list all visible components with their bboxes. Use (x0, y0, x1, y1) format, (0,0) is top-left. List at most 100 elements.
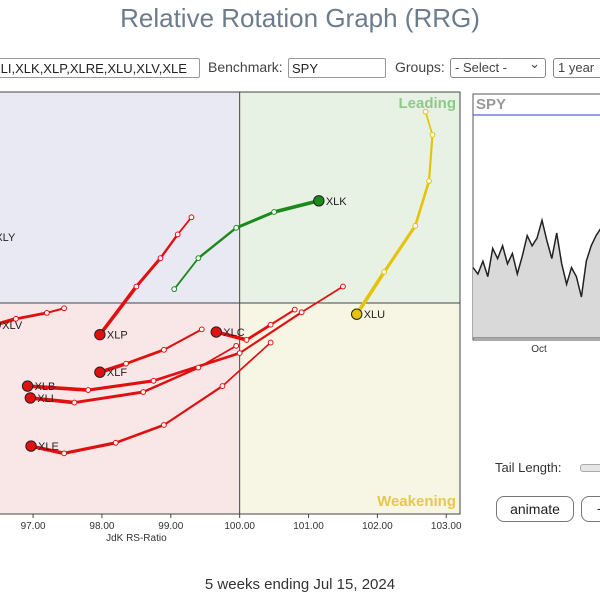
animate-button[interactable]: animate (496, 496, 574, 522)
period-select[interactable]: 1 year (553, 58, 600, 78)
tail-segment-xli (197, 344, 238, 369)
tail-point-xlp (174, 231, 181, 238)
tail-point-xle (267, 339, 274, 346)
x-tick-label: 98.00 (89, 521, 114, 532)
tail-segment-xlk (272, 198, 321, 214)
series-label-xli: XLI (37, 393, 54, 405)
tail-point-xli (195, 364, 202, 371)
series-label-xle: XLE (38, 441, 59, 453)
tail-segment-xlu (427, 133, 434, 183)
groups-select-value: - Select - (455, 60, 508, 75)
quadrant-leading (239, 92, 460, 303)
series-label-xlv: XLV (2, 320, 23, 332)
tail-point-xle (112, 439, 119, 446)
x-tick-label: 99.00 (158, 521, 183, 532)
tail-segment-xlb (238, 311, 303, 355)
tail-point-xli (140, 389, 147, 395)
series-label-xlb: XLB (35, 381, 56, 393)
tail-segment-xlv (0, 317, 18, 326)
head-point-xlb (21, 380, 34, 392)
leading-label: Leading (398, 95, 456, 112)
tail-segment-xlp (98, 284, 139, 337)
tail-point-xlb (236, 350, 243, 357)
quadrant-weakening (239, 303, 460, 514)
tail-segment-xlu (424, 110, 434, 136)
secondary-button[interactable]: + (581, 496, 600, 522)
tail-point-xlk (271, 209, 277, 215)
tail-point-xlb (340, 283, 346, 290)
controls-bar: Benchmark: Groups: - Select - ⌄ 1 year (0, 55, 600, 81)
x-tick-label: 103.00 (431, 521, 462, 532)
tail-segment-xlu (354, 270, 387, 317)
page-title: Relative Rotation Graph (RRG) (120, 3, 480, 33)
x-tick-label: 102.00 (362, 521, 393, 532)
series-label-xlk: XLK (326, 196, 347, 208)
tail-segment-xlk (197, 226, 238, 260)
tail-segment-xlb (300, 285, 344, 314)
tail-point-xlk (195, 255, 202, 262)
tail-segment-xli (28, 396, 77, 405)
benchmark-input[interactable] (288, 58, 386, 78)
tail-point-xli (71, 399, 78, 406)
tail-point-xlb (150, 377, 157, 384)
tail-segment-xle (221, 341, 272, 387)
tail-segment-xlf (162, 328, 203, 351)
quadrant-lagging (0, 303, 240, 514)
plot-frame (0, 91, 461, 515)
tail-segment-xle (62, 441, 118, 455)
tail-segment-xlc (269, 308, 296, 326)
chevron-down-icon: ⌄ (529, 58, 540, 71)
head-point-xlu (351, 308, 363, 320)
series-label-xly: XLY (0, 232, 16, 244)
spy-panel-label: SPY (476, 96, 506, 113)
tail-length-slider[interactable] (580, 464, 600, 472)
tail-point-xle (161, 422, 167, 428)
tail-segment-xle (114, 423, 166, 445)
tail-point-xlu (429, 131, 436, 138)
x-axis-label: JdK RS-Ratio (106, 533, 167, 544)
spy-price-line (472, 217, 600, 298)
tail-point-xlv (43, 309, 50, 316)
tail-point-xlu (422, 108, 429, 115)
tail-point-xlc (291, 306, 298, 313)
tail-point-xlk (171, 286, 178, 293)
x-tick-label: 100.00 (224, 521, 255, 532)
tail-point-xle (219, 383, 226, 389)
groups-label: Groups: (395, 59, 445, 75)
spy-price-area (473, 220, 600, 338)
tail-point-xlu (426, 178, 432, 184)
period-select-value: 1 year (558, 60, 595, 75)
tail-point-xlf (161, 346, 167, 353)
tail-segment-xlu (382, 224, 417, 274)
head-point-xlc (210, 326, 222, 338)
groups-select[interactable]: - Select - ⌄ (450, 58, 546, 78)
benchmark-label: Benchmark: (208, 59, 283, 75)
tail-point-xlf (198, 326, 205, 333)
rrg-chart: Leading Weakening 97.00 98.00 99.00 100.00 101… (0, 91, 462, 544)
series-label-xlc: XLC (223, 327, 244, 339)
tail-point-xlu (412, 222, 419, 229)
tail-segment-xlv (45, 307, 66, 314)
tail-point-xlp (133, 283, 140, 290)
tail-segment-xlp (159, 233, 179, 260)
tail-segment-xlp (176, 216, 193, 236)
tail-point-xlf (123, 360, 129, 367)
tail-point-xlp (188, 214, 195, 221)
tail-point-xle (61, 450, 67, 457)
head-point-xli (24, 392, 37, 404)
footer-caption: 5 weeks ending Jul 15, 2024 (204, 576, 396, 593)
tail-segment-xle (162, 385, 224, 427)
tail-point-xlu (381, 269, 388, 275)
tail-segment-xlk (234, 210, 276, 230)
series-label-xlp: XLP (107, 330, 128, 342)
tail-segment-xlp (134, 256, 162, 289)
spy-x-tick-label: Oct (531, 344, 547, 355)
head-point-xle (25, 440, 37, 452)
tail-segment-xli (142, 366, 200, 394)
tail-segment-xlv (14, 311, 49, 321)
tail-point-xlc (267, 321, 274, 328)
symbols-input[interactable] (0, 58, 200, 78)
tail-point-xlv (12, 315, 19, 322)
spy-price-panel: SPY Oct (472, 93, 600, 355)
tail-segment-xlu (413, 179, 431, 228)
